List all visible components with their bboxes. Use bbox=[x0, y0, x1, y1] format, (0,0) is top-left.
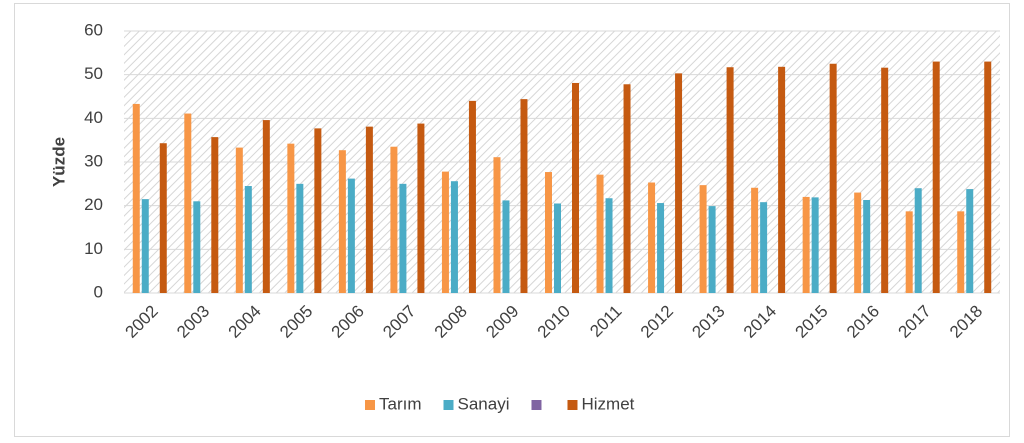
bar bbox=[399, 183, 407, 293]
bar bbox=[347, 178, 355, 293]
bar bbox=[132, 103, 140, 293]
bar bbox=[605, 198, 613, 293]
bar bbox=[141, 199, 149, 293]
bar bbox=[468, 100, 476, 293]
bar bbox=[338, 150, 346, 293]
bar bbox=[211, 137, 219, 293]
bar bbox=[984, 61, 992, 293]
bar bbox=[159, 143, 167, 293]
bar bbox=[863, 199, 871, 293]
bar bbox=[287, 143, 295, 293]
legend-label: Sanayi bbox=[458, 394, 510, 413]
bar bbox=[417, 123, 425, 293]
bar bbox=[493, 157, 501, 293]
bar bbox=[760, 202, 768, 293]
y-tick-label: 10 bbox=[84, 239, 103, 258]
bar bbox=[193, 201, 201, 293]
bar bbox=[441, 171, 449, 293]
bar bbox=[657, 203, 665, 293]
bar bbox=[314, 128, 322, 293]
bar bbox=[811, 197, 819, 293]
y-tick-label: 30 bbox=[84, 151, 103, 170]
bar bbox=[450, 181, 458, 293]
y-tick-label: 60 bbox=[84, 20, 103, 39]
bar bbox=[554, 203, 561, 293]
legend-swatch bbox=[531, 400, 542, 410]
bar bbox=[881, 67, 889, 294]
bar bbox=[572, 82, 579, 293]
bar bbox=[854, 192, 862, 293]
y-tick-label: 50 bbox=[84, 64, 103, 83]
bar bbox=[751, 187, 759, 293]
legend-swatch bbox=[365, 400, 375, 410]
y-tick-label: 20 bbox=[84, 195, 103, 214]
bar bbox=[905, 211, 913, 293]
bar bbox=[365, 126, 373, 293]
bar bbox=[390, 146, 398, 293]
bar bbox=[262, 120, 270, 293]
bar bbox=[235, 147, 243, 293]
bar bbox=[932, 61, 940, 293]
legend-label: Hizmet bbox=[581, 394, 634, 413]
legend-swatch bbox=[443, 400, 454, 410]
bar bbox=[829, 63, 837, 293]
bar bbox=[957, 211, 965, 293]
bar bbox=[520, 99, 528, 294]
bar bbox=[726, 67, 734, 293]
legend-swatch bbox=[567, 400, 578, 410]
bar bbox=[596, 174, 604, 293]
bar bbox=[545, 172, 552, 293]
bar bbox=[296, 183, 304, 293]
bar bbox=[623, 84, 631, 293]
bar bbox=[184, 113, 192, 293]
bar bbox=[708, 206, 716, 293]
bar bbox=[675, 73, 683, 294]
bar bbox=[244, 186, 252, 293]
y-tick-label: 0 bbox=[94, 282, 103, 301]
bar bbox=[502, 200, 510, 293]
y-tick-label: 40 bbox=[84, 108, 103, 127]
y-axis-label: Yüzde bbox=[49, 137, 68, 187]
bar bbox=[648, 182, 656, 293]
legend-label: Tarım bbox=[379, 394, 422, 413]
bar bbox=[699, 185, 707, 293]
bar bbox=[778, 66, 786, 293]
bar bbox=[914, 188, 922, 293]
bar bbox=[966, 189, 974, 293]
bar bbox=[802, 196, 810, 293]
